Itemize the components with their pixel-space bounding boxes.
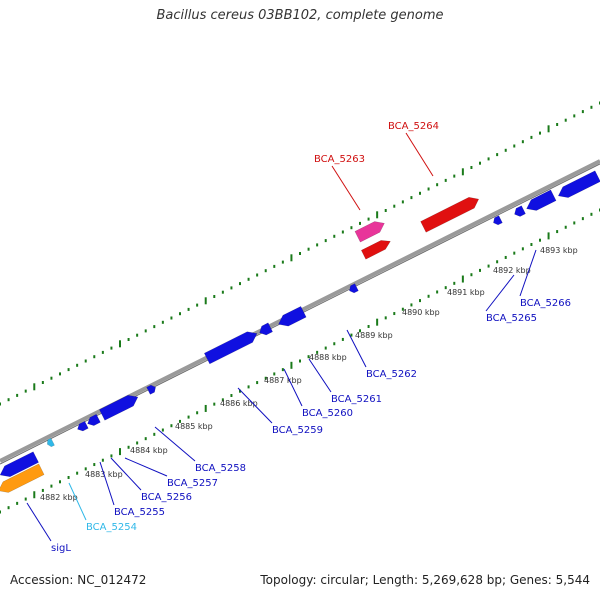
- gene-arrow-BCA_5263[interactable]: [354, 221, 385, 243]
- gene-arrow-BCA_5262[interactable]: [349, 283, 359, 294]
- kbp-label: 4886 kbp: [220, 399, 258, 408]
- leader-line-BCA_5263: [331, 165, 361, 211]
- leader-line-BCA_5257: [124, 457, 168, 477]
- gene-label-BCA_5257[interactable]: BCA_5257: [167, 478, 218, 489]
- gene-label-BCA_5260[interactable]: BCA_5260: [302, 408, 353, 419]
- kbp-label: 4885 kbp: [175, 422, 213, 431]
- accession-label: Accession: NC_012472: [10, 573, 147, 587]
- gene-label-BCA_5256[interactable]: BCA_5256: [141, 492, 192, 503]
- gene-arrow-BCA_5256[interactable]: [87, 413, 101, 426]
- gene-label-BCA_5261[interactable]: BCA_5261: [331, 394, 382, 405]
- gene-arrow-BCA_5257[interactable]: [99, 395, 139, 421]
- kbp-label: 4884 kbp: [130, 446, 168, 455]
- gene-label-BCA_5263[interactable]: BCA_5263: [314, 154, 365, 165]
- leader-line-BCA_5261: [308, 358, 332, 393]
- leader-line-BCA_5255: [99, 461, 115, 506]
- leader-line-sigL: [26, 502, 52, 542]
- leader-line-BCA_5264: [405, 132, 434, 177]
- leader-line-BCA_5254: [68, 482, 87, 521]
- leader-line-BCA_5259: [237, 387, 273, 424]
- kbp-label: 4890 kbp: [402, 308, 440, 317]
- gene-label-BCA_5259[interactable]: BCA_5259: [272, 425, 323, 436]
- leader-line-BCA_5262: [346, 329, 367, 368]
- kbp-label: 4891 kbp: [447, 288, 485, 297]
- gene-arrow-BCA_5258[interactable]: [146, 384, 156, 395]
- kbp-label: 4892 kbp: [493, 266, 531, 275]
- leader-line-BCA_5266: [519, 249, 537, 297]
- kbp-label: 4893 kbp: [540, 246, 578, 255]
- gene-label-BCA_5258[interactable]: BCA_5258: [195, 463, 246, 474]
- gene-label-BCA_5254[interactable]: BCA_5254: [86, 522, 137, 533]
- gene-label-BCA_5264[interactable]: BCA_5264: [388, 121, 439, 132]
- leader-line-BCA_5256: [110, 457, 142, 491]
- leader-line-BCA_5265: [485, 274, 515, 312]
- leader-line-BCA_5258: [154, 426, 196, 462]
- gene-label-BCA_5255[interactable]: BCA_5255: [114, 507, 165, 518]
- gene-arrow-BCA_5254[interactable]: [47, 437, 55, 448]
- gene-label-BCA_5265[interactable]: BCA_5265: [486, 313, 537, 324]
- gene-arrow-sigL[interactable]: [0, 451, 39, 477]
- gene-arrow-BCA_5265[interactable]: [493, 215, 503, 226]
- gene-label-sigL[interactable]: sigL: [51, 543, 71, 554]
- gene-arrow-BCA_5263b[interactable]: [360, 240, 391, 260]
- leader-line-BCA_5260: [283, 368, 303, 407]
- gene-label-BCA_5266[interactable]: BCA_5266: [520, 298, 571, 309]
- kbp-label: 4887 kbp: [264, 376, 302, 385]
- gene-arrow-BCA_5260[interactable]: [259, 322, 273, 336]
- gene-arrow-BCA_5259[interactable]: [203, 331, 258, 365]
- gene-label-BCA_5262[interactable]: BCA_5262: [366, 369, 417, 380]
- kbp-label: 4882 kbp: [40, 493, 78, 502]
- kbp-label: 4888 kbp: [309, 353, 347, 362]
- gene-arrow-BCA_5261[interactable]: [278, 306, 307, 327]
- genome-summary: Topology: circular; Length: 5,269,628 bp…: [260, 573, 590, 587]
- kbp-label: 4889 kbp: [355, 331, 393, 340]
- map-title: Bacillus cereus 03BB102, complete genome: [156, 8, 444, 23]
- gene-arrow-BCA_5265b[interactable]: [514, 205, 526, 217]
- gene-arrow-orange[interactable]: [0, 463, 45, 493]
- gene-arrow-BCA_5266[interactable]: [526, 189, 557, 211]
- gene-arrow-BCA_5264[interactable]: [420, 197, 480, 233]
- gene-arrow-BCA_5255[interactable]: [77, 420, 89, 432]
